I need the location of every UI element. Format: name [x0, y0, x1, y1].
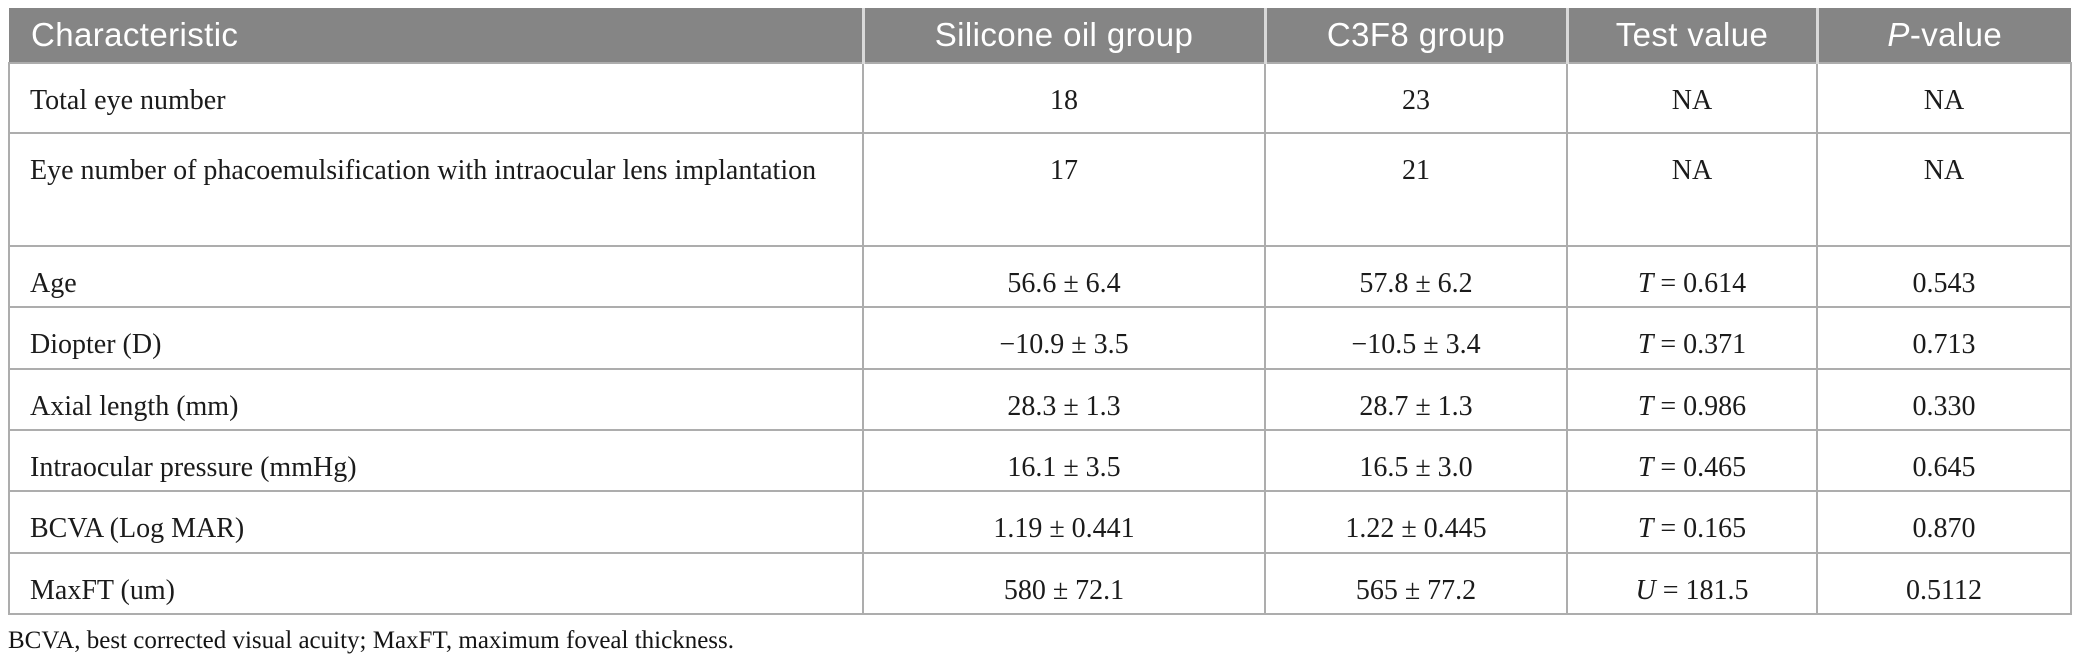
test-statistic-letter: T [1637, 513, 1654, 545]
test-statistic-value: NA [1671, 85, 1713, 116]
cell-characteristic: Age [8, 244, 864, 309]
table-row: Intraocular pressure (mmHg) 16.1 ± 3.5 1… [8, 429, 2072, 493]
test-statistic-letter: T [1637, 268, 1654, 299]
p-value-italic-letter: P [1887, 16, 1910, 53]
test-statistic-value: NA [1671, 155, 1713, 186]
cell-silicone-value: 28.3 ± 1.3 [862, 367, 1266, 432]
cell-silicone-value: 16.1 ± 3.5 [862, 429, 1266, 493]
test-statistic-letter: U [1635, 574, 1656, 606]
test-statistic-value: = 181.5 [1655, 574, 1749, 606]
table-row: Diopter (D) −10.9 ± 3.5 −10.5 ± 3.4 T = … [8, 306, 2072, 370]
baseline-characteristics-table: Characteristic Silicone oil group C3F8 g… [8, 8, 2072, 616]
table-body: Total eye number 18 23 NA NA Eye number … [8, 62, 2072, 616]
cell-test-value: NA [1566, 132, 1818, 247]
table-header-row: Characteristic Silicone oil group C3F8 g… [9, 8, 2071, 63]
test-statistic-value: = 0.986 [1653, 390, 1747, 422]
test-statistic-value: = 0.371 [1653, 329, 1747, 361]
cell-characteristic: Intraocular pressure (mmHg) [8, 429, 864, 493]
table-row: BCVA (Log MAR) 1.19 ± 0.441 1.22 ± 0.445… [8, 490, 2072, 554]
column-header-characteristic: Characteristic [9, 8, 863, 63]
test-statistic-letter: T [1637, 452, 1654, 484]
cell-p-value: 0.870 [1816, 490, 2072, 554]
cell-p-value: 0.330 [1816, 367, 2072, 432]
table-row: Total eye number 18 23 NA NA [8, 62, 2072, 134]
table-row: MaxFT (um) 580 ± 72.1 565 ± 77.2 U = 181… [8, 551, 2072, 616]
cell-characteristic: BCVA (Log MAR) [8, 490, 864, 554]
cell-characteristic: MaxFT (um) [8, 551, 864, 616]
column-header-p-value: P-value [1815, 8, 2071, 63]
cell-characteristic: Total eye number [8, 62, 864, 134]
cell-silicone-value: 580 ± 72.1 [862, 551, 1266, 616]
table-row: Age 56.6 ± 6.4 57.8 ± 6.2 T = 0.614 0.54… [8, 244, 2072, 309]
cell-c3f8-value: 565 ± 77.2 [1264, 551, 1568, 616]
cell-test-value: U = 181.5 [1566, 551, 1818, 616]
cell-test-value: T = 0.986 [1566, 367, 1818, 432]
cell-c3f8-value: 23 [1264, 62, 1568, 134]
test-statistic-value: = 0.165 [1653, 513, 1747, 545]
cell-test-value: NA [1566, 62, 1818, 134]
cell-test-value: T = 0.165 [1566, 490, 1818, 554]
cell-silicone-value: 17 [862, 132, 1266, 247]
cell-test-value: T = 0.465 [1566, 429, 1818, 493]
cell-silicone-value: 56.6 ± 6.4 [862, 244, 1266, 309]
cell-silicone-value: 18 [862, 62, 1266, 134]
cell-c3f8-value: 57.8 ± 6.2 [1264, 244, 1568, 309]
cell-silicone-value: 1.19 ± 0.441 [862, 490, 1266, 554]
cell-p-value: 0.543 [1816, 244, 2072, 309]
column-header-test-value: Test value [1565, 8, 1817, 63]
cell-characteristic: Diopter (D) [8, 306, 864, 370]
column-header-c3f8-group: C3F8 group [1263, 8, 1567, 63]
cell-p-value: 0.645 [1816, 429, 2072, 493]
p-value-suffix: -value [1909, 16, 2003, 53]
test-statistic-letter: T [1637, 329, 1654, 361]
cell-test-value: T = 0.371 [1566, 306, 1818, 370]
table-row: Eye number of phacoemulsification with i… [8, 132, 2072, 247]
cell-p-value: 0.713 [1816, 306, 2072, 370]
cell-characteristic: Eye number of phacoemulsification with i… [8, 132, 864, 247]
cell-c3f8-value: −10.5 ± 3.4 [1264, 306, 1568, 370]
cell-silicone-value: −10.9 ± 3.5 [862, 306, 1266, 370]
cell-c3f8-value: 16.5 ± 3.0 [1264, 429, 1568, 493]
cell-p-value: NA [1816, 62, 2072, 134]
cell-p-value: 0.5112 [1816, 551, 2072, 616]
cell-characteristic: Axial length (mm) [8, 367, 864, 432]
cell-c3f8-value: 1.22 ± 0.445 [1264, 490, 1568, 554]
test-statistic-value: = 0.614 [1653, 268, 1747, 299]
column-header-silicone-oil-group: Silicone oil group [861, 8, 1265, 63]
test-statistic-value: = 0.465 [1653, 452, 1747, 484]
cell-p-value: NA [1816, 132, 2072, 247]
table-row: Axial length (mm) 28.3 ± 1.3 28.7 ± 1.3 … [8, 367, 2072, 432]
cell-test-value: T = 0.614 [1566, 244, 1818, 309]
cell-c3f8-value: 28.7 ± 1.3 [1264, 367, 1568, 432]
table-footnote: BCVA, best corrected visual acuity; MaxF… [8, 627, 735, 655]
cell-c3f8-value: 21 [1264, 132, 1568, 247]
test-statistic-letter: T [1637, 390, 1654, 422]
